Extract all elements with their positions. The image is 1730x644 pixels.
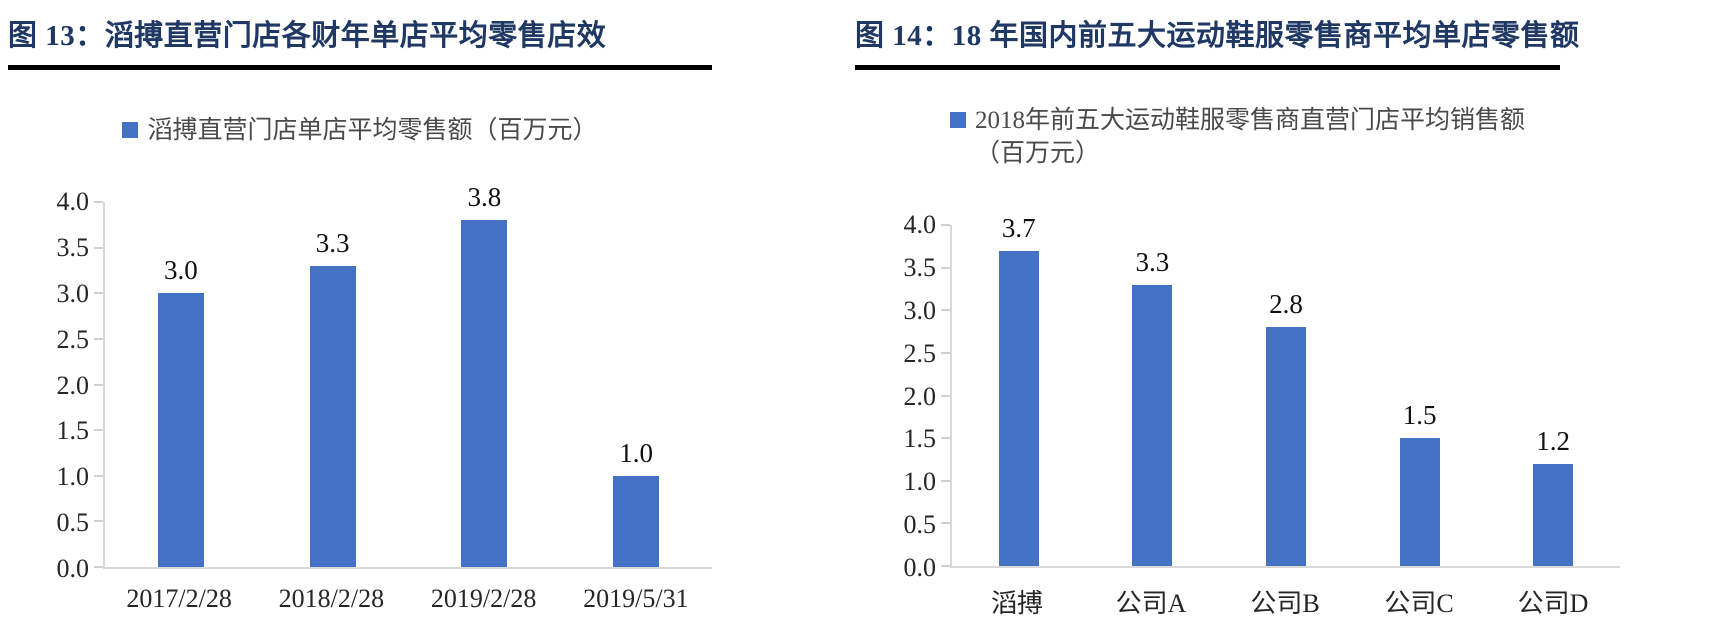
y-tick-label: 1.5 [903,424,937,454]
bar-slot: 3.3 [1086,225,1220,566]
y-tick-mark [94,292,103,295]
bar [613,475,660,567]
figure-14-title: 图 14：18 年国内前五大运动鞋服零售商平均单店零售额 [855,12,1579,70]
bar-slot: 2.8 [1219,225,1353,566]
bar-slot: 3.3 [257,202,409,567]
bar-value-label: 3.7 [1001,212,1036,243]
y-tick-mark [94,474,103,477]
chart-area: 4.0 3.5 3.0 2.5 2.0 1.5 1.0 0.5 0.0 3.0 3.3 3.8 1.0 [8,184,712,582]
y-tick-mark [94,429,103,432]
y-tick-mark [941,565,950,567]
bar-value-label: 1.2 [1536,425,1571,456]
y-tick-mark [941,522,950,525]
legend-label: 滔搏直营门店单店平均零售额（百万元） [147,114,597,147]
x-axis-label: 公司C [1384,589,1454,618]
y-tick-mark [941,351,950,354]
y-tick-label: 0.0 [56,554,90,583]
bars: 3.7 3.3 2.8 1.5 1.2 [952,214,1620,566]
y-tick-mark [941,309,950,312]
y-tick-mark [94,337,103,340]
legend: 滔搏直营门店单店平均零售额（百万元） [8,114,712,147]
figure-13-title: 图 13：滔搏直营门店各财年单店平均零售店效 [8,12,712,70]
bar-slot: 3.0 [105,202,257,567]
y-tick-label: 1.0 [903,467,937,497]
bar-value-label: 3.8 [467,182,502,213]
legend-line: 滔搏直营门店单店平均零售额（百万元） [147,117,598,144]
bar-slot: 1.2 [1486,225,1620,566]
legend: 2018年前五大运动鞋服零售商直营门店平均销售额 （百万元） [855,104,1620,170]
y-tick-label: 3.0 [56,278,90,308]
x-axis-label: 2019/5/31 [583,584,689,613]
x-axis-row: 滔搏 公司A 公司B 公司C 公司D [855,583,1620,620]
bar-value-label: 1.5 [1402,400,1437,431]
y-tick-label: 2.5 [56,324,90,354]
x-axis-label: 公司A [1115,589,1187,618]
y-tick-label: 2.5 [903,338,937,368]
y-tick-mark [941,266,950,269]
legend-line: （百万元） [974,140,1100,167]
bar [998,250,1039,566]
y-tick-mark [94,201,103,203]
bar [461,220,508,567]
bar [157,293,204,567]
y-tick-label: 0.5 [903,510,937,540]
y-tick-mark [941,479,950,482]
x-axis: 滔搏 公司A 公司B 公司C 公司D [950,583,1620,620]
bar [1399,438,1440,566]
y-tick-label: 0.5 [56,508,90,538]
y-tick-mark [941,224,950,226]
x-axis-label: 2018/2/28 [278,584,385,613]
x-axis: 2017/2/28 2018/2/28 2019/2/28 2019/5/31 [103,584,712,614]
y-tick-mark [94,383,103,386]
y-tick-label: 3.5 [56,232,90,262]
y-tick-label: 3.0 [903,295,937,325]
y-tick-label: 1.5 [56,416,90,446]
legend-line: 2018年前五大运动鞋服零售商直营门店平均销售额 [974,107,1525,134]
y-tick-mark [94,520,103,523]
legend-swatch-icon [949,112,966,128]
bar [1533,463,1574,566]
bar [1132,284,1173,566]
y-tick-label: 3.5 [903,252,937,282]
bar-slot: 3.8 [409,184,561,567]
plot-area: 3.7 3.3 2.8 1.5 1.2 [941,214,1620,568]
bar-slot: 1.0 [560,202,712,567]
y-tick-label: 2.0 [903,381,937,411]
figure-14-panel: 图 14：18 年国内前五大运动鞋服零售商平均单店零售额 2018年前五大运动鞋… [855,12,1620,620]
y-tick-label: 0.0 [903,553,937,582]
bar-value-label: 1.0 [619,437,653,468]
x-axis-label: 滔搏 [990,589,1043,618]
legend-swatch-icon [122,122,139,138]
bar [1265,327,1306,566]
bar-value-label: 3.3 [1135,246,1170,277]
x-axis-label: 2019/2/28 [430,584,537,613]
bar [309,265,356,567]
y-tick-mark [94,246,103,249]
chart-area: 4.0 3.5 3.0 2.5 2.0 1.5 1.0 0.5 0.0 3.7 3.3 2.8 1.5… [855,212,1620,581]
bar-slot: 1.5 [1353,225,1487,566]
x-axis-label: 公司D [1517,589,1589,618]
y-tick-mark [941,437,950,440]
bars: 3.0 3.3 3.8 1.0 [105,184,712,567]
x-axis-label: 公司B [1250,589,1320,618]
y-tick-label: 2.0 [56,370,90,400]
bar-value-label: 3.3 [315,227,350,258]
y-tick-label: 4.0 [903,210,937,239]
y-axis-labels: 4.0 3.5 3.0 2.5 2.0 1.5 1.0 0.5 0.0 [8,189,103,582]
y-axis-labels: 4.0 3.5 3.0 2.5 2.0 1.5 1.0 0.5 0.0 [855,212,950,581]
legend-label: 2018年前五大运动鞋服零售商直营门店平均销售额 （百万元） [975,104,1525,170]
y-tick-mark [94,566,103,568]
y-tick-label: 4.0 [56,187,90,216]
y-tick-mark [941,394,950,397]
bar-value-label: 3.0 [164,255,198,286]
y-tick-label: 1.0 [56,462,90,492]
bar-value-label: 2.8 [1269,289,1303,320]
x-axis-row: 2017/2/28 2018/2/28 2019/2/28 2019/5/31 [8,584,712,614]
figure-13-panel: 图 13：滔搏直营门店各财年单店平均零售店效 滔搏直营门店单店平均零售额（百万元… [8,12,712,614]
bar-slot: 3.7 [952,214,1086,566]
plot-area: 3.0 3.3 3.8 1.0 [94,184,712,569]
x-axis-label: 2017/2/28 [126,584,232,613]
